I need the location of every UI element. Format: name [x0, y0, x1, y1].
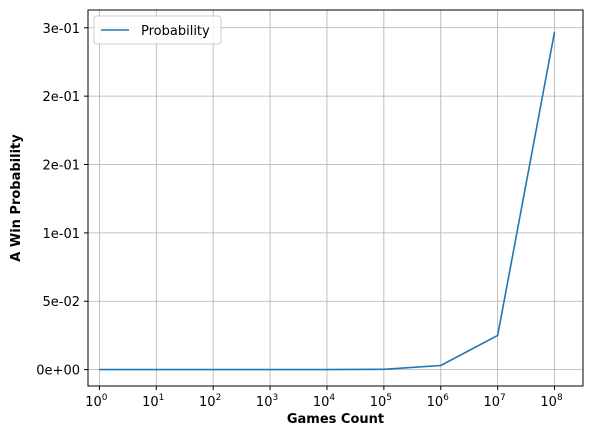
y-tick-label: 0e+00 [36, 364, 80, 379]
plot-frame [87, 9, 584, 387]
x-tick-label: 104 [313, 393, 336, 410]
legend: Probability [93, 15, 222, 45]
x-axis-ticks: 100 101 102 103 104 105 106 107 108 [85, 386, 563, 410]
legend-box [93, 15, 222, 45]
x-tick-label: 100 [85, 393, 108, 410]
y-tick-label: 1e-01 [42, 227, 80, 242]
x-tick-label: 103 [256, 393, 278, 410]
legend-entry-label: Probability [141, 24, 210, 39]
x-tick-label: 108 [540, 393, 563, 410]
x-tick-label: 107 [484, 393, 506, 410]
series-line-probability [99, 31, 556, 371]
series-layer [99, 31, 556, 371]
x-tick-label: 102 [199, 393, 221, 410]
x-tick-label: 105 [370, 393, 392, 410]
y-tick-label: 2e-01 [42, 90, 80, 105]
x-tick-label: 101 [142, 393, 164, 410]
y-axis-ticks: 0e+00 5e-02 1e-01 2e-01 2e-01 3e-01 [36, 22, 88, 379]
y-tick-label: 2e-01 [42, 159, 80, 174]
x-axis-label: Games Count [287, 412, 384, 427]
y-axis-label: A Win Probability [9, 134, 24, 262]
y-tick-label: 3e-01 [42, 22, 80, 37]
grid-lines [88, 10, 583, 386]
x-tick-label: 106 [427, 393, 450, 410]
y-tick-label: 5e-02 [42, 295, 80, 310]
